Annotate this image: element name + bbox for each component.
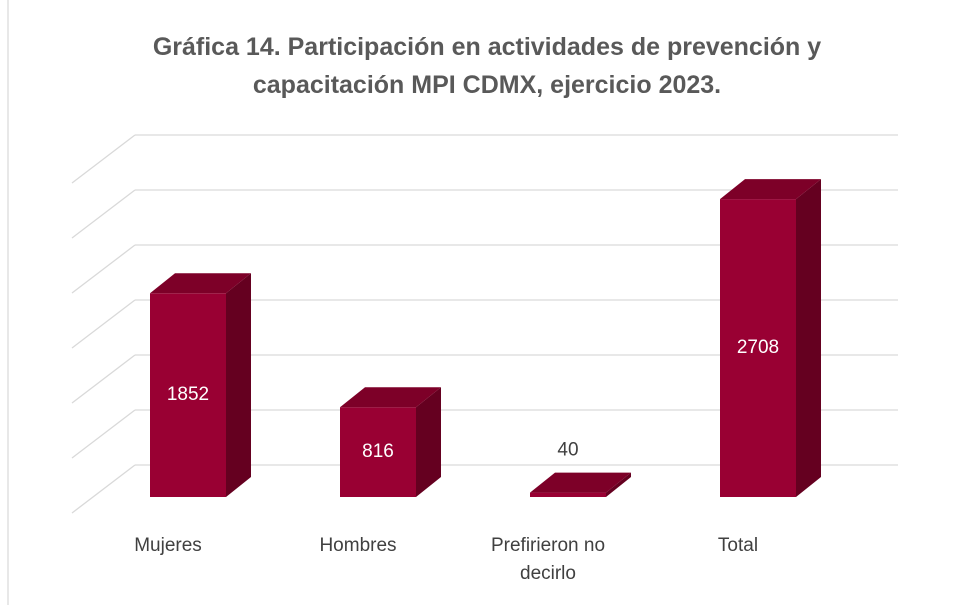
x-tick-label: Total (717, 535, 759, 556)
value-label: 1852 (167, 384, 209, 405)
grid-line (71, 354, 136, 404)
x-tick-label: Mujeres (134, 535, 202, 556)
bar-top (340, 387, 441, 408)
bar-front (150, 293, 226, 497)
bar-front (720, 199, 796, 497)
bar-front (530, 492, 606, 497)
x-tick-label: Prefirieron no decirlo (490, 535, 606, 584)
bar-side (226, 273, 251, 497)
bar-front (340, 407, 416, 497)
value-label: 816 (362, 441, 394, 462)
bar-side (606, 472, 631, 497)
x-tick-label: Hombres (319, 535, 397, 556)
grid-line (71, 299, 136, 349)
grid-line (71, 189, 136, 239)
bar-top (530, 472, 631, 493)
bar-top (150, 273, 251, 294)
bar-side (416, 387, 441, 497)
bar-top (720, 179, 821, 200)
chart-title: Gráfica 14. Participación en actividades… (152, 33, 822, 99)
grid-line (71, 464, 136, 514)
grid-line (71, 134, 136, 184)
value-label: 40 (557, 440, 578, 461)
bar-side (796, 179, 821, 497)
grid-line (71, 244, 136, 294)
grid-line (71, 409, 136, 459)
value-label: 2708 (737, 337, 779, 358)
